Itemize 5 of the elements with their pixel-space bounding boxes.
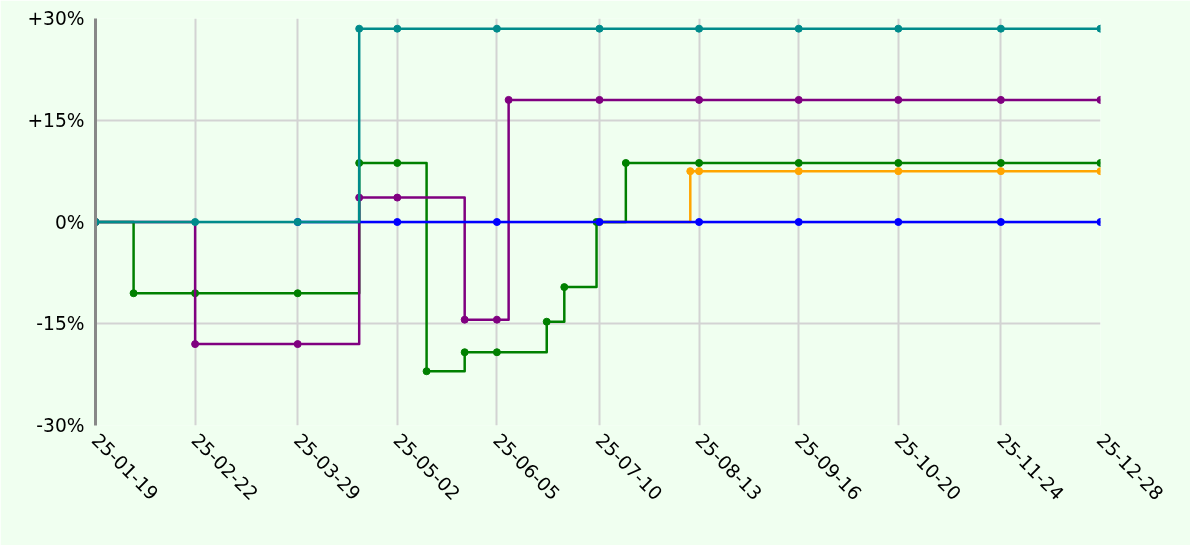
y-tick-label: 0%: [54, 211, 85, 233]
y-tick-label: -30%: [36, 415, 85, 436]
y-tick-label: +30%: [27, 8, 85, 29]
y-tick-label: +15%: [27, 109, 85, 131]
y-tick-label: -15%: [36, 313, 85, 335]
